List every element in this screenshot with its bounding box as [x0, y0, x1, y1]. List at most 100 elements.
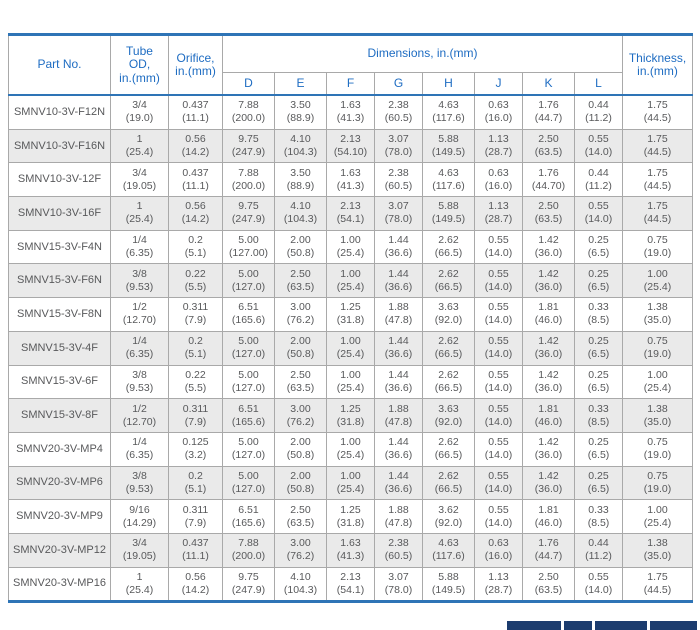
- part-no-cell: SMNV10-3V-12F: [8, 162, 111, 198]
- value-cell: 2.50 (63.5): [274, 364, 327, 400]
- part-no-cell: SMNV20-3V-MP9: [8, 499, 111, 534]
- table-row: SMNV15-3V-6F 3/8 (9.53) 0.22 (5.5) 5.00 (12…: [8, 364, 694, 400]
- value-cell: 1.63 (41.3): [326, 94, 375, 130]
- value-cell: 1.44 (36.6): [374, 229, 423, 265]
- value-cell: 0.75 (19.0): [622, 229, 694, 265]
- header-dim-d: D: [222, 72, 275, 96]
- value-cell: 1.00 (25.4): [622, 263, 694, 299]
- value-cell: 1.76 (44.70): [522, 162, 575, 198]
- value-cell: 2.50 (63.5): [522, 196, 575, 231]
- value-cell: 1/4 (6.35): [110, 229, 169, 265]
- value-cell: 1.00 (25.4): [622, 499, 694, 534]
- value-cell: 1.00 (25.4): [622, 364, 694, 400]
- table-row: SMNV15-3V-F6N 3/8 (9.53) 0.22 (5.5) 5.00 (1…: [8, 263, 694, 299]
- value-cell: 0.55 (14.0): [474, 229, 523, 265]
- value-cell: 4.63 (117.6): [422, 162, 475, 198]
- value-cell: 3/8 (9.53): [110, 263, 169, 299]
- value-cell: 6.51 (165.6): [222, 297, 275, 332]
- value-cell: 1.81 (46.0): [522, 398, 575, 433]
- value-cell: 1.00 (25.4): [326, 263, 375, 299]
- value-cell: 1.25 (31.8): [326, 398, 375, 433]
- value-cell: 0.25 (6.5): [573, 229, 624, 265]
- value-cell: 5.88 (149.5): [422, 566, 475, 604]
- part-no-cell: SMNV10-3V-16F: [8, 196, 111, 231]
- value-cell: 1.00 (25.4): [326, 465, 375, 501]
- value-cell: 1.63 (41.3): [326, 532, 375, 568]
- value-cell: 0.55 (14.0): [474, 330, 523, 366]
- value-cell: 1 (25.4): [110, 566, 169, 604]
- part-no-cell: SMNV15-3V-F4N: [8, 229, 111, 265]
- value-cell: 9/16 (14.29): [110, 499, 169, 534]
- table-row: SMNV15-3V-4F 1/4 (6.35) 0.2 (5.1) 5.00 (127…: [8, 330, 694, 366]
- header-dim-e: E: [274, 72, 327, 96]
- value-cell: 2.00 (50.8): [274, 431, 327, 467]
- value-cell: 2.13 (54.1): [326, 566, 375, 604]
- value-cell: 3.50 (88.9): [274, 94, 327, 130]
- value-cell: 3.07 (78.0): [374, 128, 423, 164]
- value-cell: 3.07 (78.0): [374, 196, 423, 231]
- value-cell: 0.55 (14.0): [573, 566, 624, 604]
- header-dim-h: H: [422, 72, 475, 96]
- value-cell: 2.62 (66.5): [422, 263, 475, 299]
- value-cell: 1 (25.4): [110, 128, 169, 164]
- value-cell: 0.25 (6.5): [573, 465, 624, 501]
- value-cell: 0.55 (14.0): [474, 431, 523, 467]
- value-cell: 0.33 (8.5): [573, 499, 624, 534]
- header-dimensions: Dimensions, in.(mm): [221, 34, 624, 73]
- value-cell: 0.437 (11.1): [168, 532, 223, 568]
- value-cell: 1/4 (6.35): [110, 431, 169, 467]
- value-cell: 1.75 (44.5): [622, 162, 694, 198]
- value-cell: 1.42 (36.0): [522, 364, 575, 400]
- value-cell: 1.42 (36.0): [522, 229, 575, 265]
- value-cell: 2.00 (50.8): [274, 330, 327, 366]
- value-cell: 1.42 (36.0): [522, 330, 575, 366]
- part-no-cell: SMNV15-3V-F6N: [8, 263, 111, 299]
- value-cell: 2.50 (63.5): [274, 263, 327, 299]
- value-cell: 9.75 (247.9): [222, 128, 275, 164]
- value-cell: 0.55 (14.0): [474, 398, 523, 433]
- value-cell: 1.44 (36.6): [374, 364, 423, 400]
- value-cell: 1.88 (47.8): [374, 297, 423, 332]
- value-cell: 1.38 (35.0): [622, 532, 694, 568]
- value-cell: 4.63 (117.6): [422, 94, 475, 130]
- value-cell: 1.75 (44.5): [622, 196, 694, 231]
- value-cell: 0.55 (14.0): [474, 364, 523, 400]
- part-no-cell: SMNV15-3V-6F: [8, 364, 111, 400]
- value-cell: 5.88 (149.5): [422, 128, 475, 164]
- value-cell: 0.63 (16.0): [474, 162, 523, 198]
- value-cell: 1.75 (44.5): [622, 566, 694, 604]
- value-cell: 0.2 (5.1): [168, 229, 223, 265]
- value-cell: 0.55 (14.0): [573, 196, 624, 231]
- value-cell: 2.62 (66.5): [422, 364, 475, 400]
- value-cell: 1.88 (47.8): [374, 499, 423, 534]
- value-cell: 6.51 (165.6): [222, 398, 275, 433]
- part-no-cell: SMNV20-3V-MP12: [8, 532, 111, 568]
- value-cell: 1.63 (41.3): [326, 162, 375, 198]
- value-cell: 3.00 (76.2): [274, 398, 327, 433]
- value-cell: 0.33 (8.5): [573, 398, 624, 433]
- value-cell: 2.00 (50.8): [274, 229, 327, 265]
- value-cell: 1/4 (6.35): [110, 330, 169, 366]
- value-cell: 2.62 (66.5): [422, 465, 475, 501]
- value-cell: 1.42 (36.0): [522, 263, 575, 299]
- header-dim-j: J: [474, 72, 523, 96]
- value-cell: 0.55 (14.0): [474, 499, 523, 534]
- table-row: SMNV15-3V-8F 1/2 (12.70) 0.311 (7.9) 6.51 (…: [8, 398, 694, 433]
- value-cell: 0.25 (6.5): [573, 330, 624, 366]
- value-cell: 0.56 (14.2): [168, 196, 223, 231]
- value-cell: 2.50 (63.5): [522, 128, 575, 164]
- spec-table-container: Part No. Tube OD, in.(mm) Orifice, in.(m…: [8, 33, 694, 604]
- table-row: SMNV10-3V-12F 3/4 (19.05) 0.437 (11.1) 7.88…: [8, 162, 694, 198]
- value-cell: 0.22 (5.5): [168, 263, 223, 299]
- dimensions-spec-table: Part No. Tube OD, in.(mm) Orifice, in.(m…: [8, 33, 694, 604]
- header-dim-f: F: [326, 72, 375, 96]
- value-cell: 0.63 (16.0): [474, 94, 523, 130]
- value-cell: 2.38 (60.5): [374, 532, 423, 568]
- value-cell: 5.00 (127.0): [222, 263, 275, 299]
- value-cell: 1.00 (25.4): [326, 364, 375, 400]
- header-tube-od: Tube OD, in.(mm): [110, 34, 169, 96]
- value-cell: 0.311 (7.9): [168, 398, 223, 433]
- part-no-cell: SMNV10-3V-F12N: [8, 94, 111, 130]
- value-cell: 2.38 (60.5): [374, 94, 423, 130]
- value-cell: 0.55 (14.0): [573, 128, 624, 164]
